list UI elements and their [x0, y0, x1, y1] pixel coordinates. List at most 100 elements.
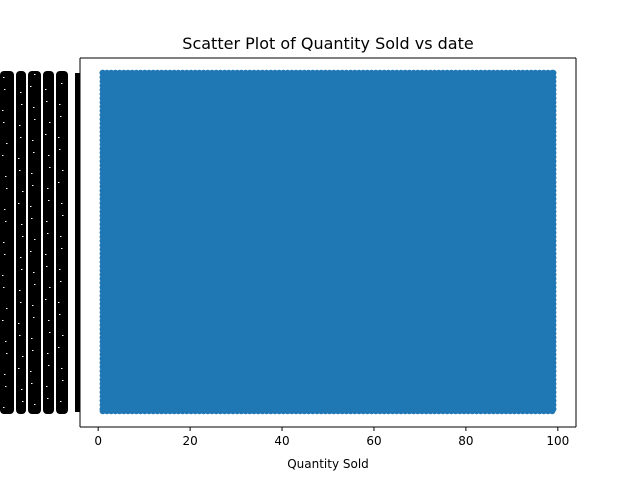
y-tick-label-gap: [62, 335, 64, 336]
y-tick-label-gap: [19, 170, 21, 171]
y-tick-label-mass: [43, 71, 54, 414]
y-tick-label-gap: [22, 191, 24, 192]
y-tick-label-gap: [32, 140, 34, 141]
y-tick-label-gap: [31, 218, 33, 219]
y-tick-label-gap: [49, 122, 51, 123]
axes-spines: [79, 57, 577, 428]
scatter-points: [99, 69, 557, 415]
y-tick-label-gap: [62, 380, 64, 381]
y-tick-label-gap: [46, 266, 48, 267]
x-axis-label: Quantity Sold: [287, 457, 369, 471]
y-tick-label-gap: [45, 254, 47, 255]
y-tick-label-gap: [3, 242, 5, 243]
y-tick-label-mass: [0, 71, 14, 414]
y-tick-label-gap: [2, 320, 4, 321]
y-tick-label-gap: [49, 167, 51, 168]
y-tick-label-gap: [20, 137, 22, 138]
y-tick-label-gap: [22, 356, 24, 357]
y-tick-label-gap: [58, 182, 60, 183]
y-tick-label-gap: [5, 176, 7, 177]
y-tick-label-gap: [2, 155, 4, 156]
x-tick-label: 20: [182, 434, 197, 448]
y-tick-marks: [75, 73, 80, 412]
y-tick-label-gap: [48, 200, 50, 201]
chart-title: Scatter Plot of Quantity Sold vs date: [182, 34, 473, 53]
y-tick-label-gap: [6, 143, 8, 144]
y-tick-label-gap: [4, 374, 6, 375]
y-tick-label-gap: [20, 302, 22, 303]
y-tick-label-gap: [20, 92, 22, 93]
y-tick-label-gap: [30, 371, 32, 372]
y-tick-label-gap: [33, 152, 35, 153]
y-tick-label-gap: [46, 221, 48, 222]
y-tick-label-gap: [49, 287, 51, 288]
y-tick-label-gap: [34, 239, 36, 240]
y-tick-label-gap: [18, 323, 20, 324]
y-tick-label-gap: [31, 383, 33, 384]
x-tick-label: 40: [274, 434, 289, 448]
scatter-point: [99, 405, 106, 413]
y-tick-label-gap: [47, 353, 49, 354]
y-tick-label-gap: [21, 224, 23, 225]
x-tick-label: 60: [366, 434, 381, 448]
y-tick-label-gap: [46, 386, 48, 387]
y-tick-label-gap: [60, 116, 62, 117]
y-tick-label-gap: [6, 353, 8, 354]
y-tick-label-gap: [58, 347, 60, 348]
y-tick-label-gap: [3, 407, 5, 408]
y-tick-label-gap: [61, 83, 63, 84]
y-tick-label-gap: [31, 338, 33, 339]
y-tick-label-gap: [58, 302, 60, 303]
y-tick-label-gap: [61, 203, 63, 204]
x-axis-ticks: 0 20 40 60 80 100: [94, 427, 569, 448]
y-tick-label-gap: [48, 320, 50, 321]
y-tick-label-gap: [22, 401, 24, 402]
y-tick-label-gap: [46, 101, 48, 102]
y-tick-label-gap: [49, 332, 51, 333]
y-tick-label-mass: [28, 71, 41, 414]
y-tick-label-gap: [3, 287, 5, 288]
y-tick-label-gap: [21, 389, 23, 390]
y-tick-label-gap: [2, 110, 4, 111]
y-tick-label-gap: [33, 317, 35, 318]
y-tick-label-gap: [34, 119, 36, 120]
y-tick-label-mass: [56, 71, 68, 414]
y-tick-label-gap: [59, 149, 61, 150]
y-tick-label-gap: [21, 104, 23, 105]
x-tick-label: 80: [458, 434, 473, 448]
y-tick-label-gap: [30, 86, 32, 87]
y-tick-label-gap: [59, 269, 61, 270]
y-tick-label-gap: [60, 236, 62, 237]
y-tick-label-gap: [3, 122, 5, 123]
y-tick-label-gap: [32, 185, 34, 186]
y-tick-label-gap: [30, 251, 32, 252]
y-tick-label-gap: [47, 188, 49, 189]
y-tick-label-gap: [34, 404, 36, 405]
y-tick-label-gap: [58, 137, 60, 138]
y-tick-label-gap: [5, 341, 7, 342]
y-tick-label-gap: [33, 272, 35, 273]
y-tick-label-gap: [62, 215, 64, 216]
y-tick-label-gap: [2, 275, 4, 276]
y-tick-label-gap: [45, 134, 47, 135]
y-tick-label-gap: [19, 290, 21, 291]
y-tick-label-gap: [48, 155, 50, 156]
y-tick-label-gap: [6, 308, 8, 309]
y-tick-label-gap: [62, 170, 64, 171]
y-tick-label-gap: [60, 281, 62, 282]
y-tick-label-gap: [19, 335, 21, 336]
y-tick-label-gap: [59, 314, 61, 315]
y-tick-label-gap: [45, 89, 47, 90]
y-tick-label-gap: [33, 107, 35, 108]
y-tick-label-gap: [32, 350, 34, 351]
x-tick-label: 0: [94, 434, 102, 448]
y-tick-label-gap: [3, 77, 5, 78]
y-tick-label-gap: [4, 209, 6, 210]
y-tick-labels: [0, 71, 80, 414]
scatter-point: [550, 405, 557, 413]
y-tick-label-gap: [32, 305, 34, 306]
x-tick-label: 100: [546, 434, 569, 448]
y-tick-label-gap: [48, 365, 50, 366]
y-tick-label-gap: [61, 368, 63, 369]
